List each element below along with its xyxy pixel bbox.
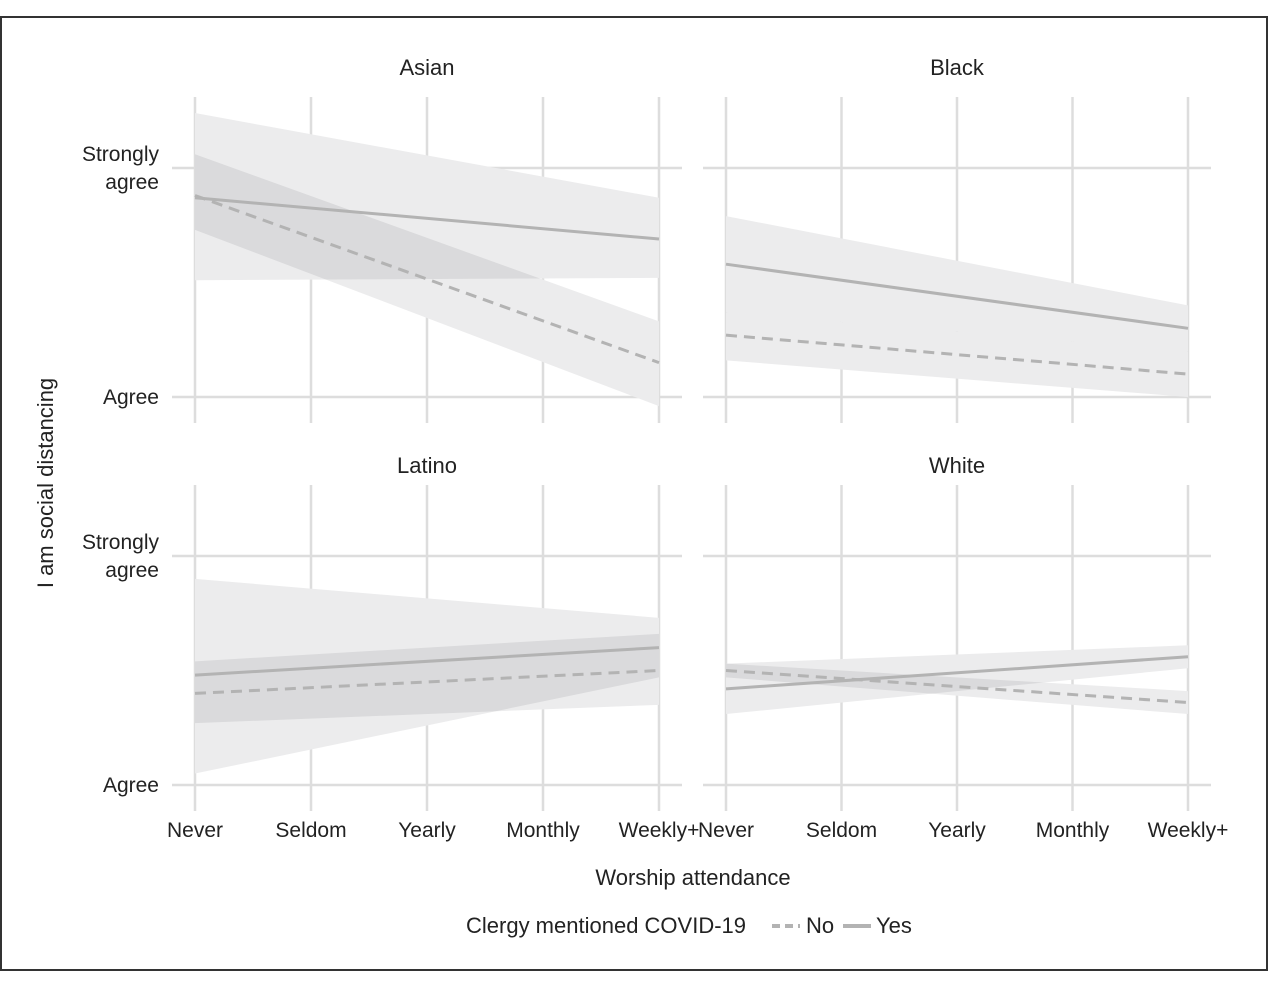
y-tick-label: Strongly — [82, 143, 160, 166]
panel-content — [194, 113, 660, 407]
panel-latino: Latino Agree Strongly agree Never Seldom Yearl… — [82, 453, 699, 842]
x-tick-label: Never — [698, 819, 754, 842]
panel-content — [725, 645, 1189, 715]
panel-title: Latino — [397, 453, 457, 478]
x-tick-label: Monthly — [506, 819, 580, 842]
y-tick-label: agree — [105, 559, 159, 582]
y-tick-label: Agree — [103, 386, 159, 409]
series-line-no — [194, 669, 660, 695]
x-tick-label: Weekly+ — [619, 819, 700, 842]
y-tick-label: Strongly — [82, 531, 160, 554]
confidence-band-yes — [726, 645, 1188, 715]
panel-asian: Asian Agree Strongly agree — [82, 55, 682, 423]
legend-title: Clergy mentioned COVID-19 — [466, 913, 746, 938]
panel-title: Black — [930, 55, 985, 80]
x-tick-label: Never — [167, 819, 223, 842]
series-line-yes — [194, 196, 660, 241]
panel-title: White — [929, 453, 985, 478]
confidence-band-yes — [195, 578, 659, 774]
series-line-no — [725, 333, 1189, 376]
y-tick-label: Agree — [103, 774, 159, 797]
panel-content — [725, 216, 1189, 397]
x-tick-label: Weekly+ — [1148, 819, 1229, 842]
legend: Clergy mentioned COVID-19 No Yes — [466, 913, 912, 938]
legend-label-no: No — [806, 913, 834, 938]
y-tick-label: agree — [105, 171, 159, 194]
series-line-yes — [194, 646, 660, 677]
confidence-band-yes — [726, 216, 1188, 352]
panel-title: Asian — [399, 55, 454, 80]
series-line-yes — [725, 262, 1189, 330]
y-axis-title: I am social distancing — [33, 378, 58, 588]
facet-panels: Asian Agree Strongly agree Black Latino Agre… — [82, 55, 1228, 842]
x-tick-label: Seldom — [806, 819, 877, 842]
legend-label-yes: Yes — [876, 913, 912, 938]
panel-white: White Never Seldom Yearly Monthly Weekly+ — [698, 453, 1228, 842]
panel-black: Black — [703, 55, 1211, 423]
x-tick-label: Seldom — [275, 819, 346, 842]
x-tick-label: Yearly — [398, 819, 456, 842]
x-axis-title: Worship attendance — [595, 865, 790, 890]
confidence-band-yes — [195, 113, 659, 281]
x-tick-label: Monthly — [1036, 819, 1110, 842]
series-line-no — [194, 194, 660, 365]
panel-content — [194, 578, 660, 774]
series-line-no — [725, 669, 1189, 705]
x-tick-label: Yearly — [928, 819, 986, 842]
confidence-band-no — [726, 312, 1188, 397]
series-line-yes — [725, 655, 1189, 691]
